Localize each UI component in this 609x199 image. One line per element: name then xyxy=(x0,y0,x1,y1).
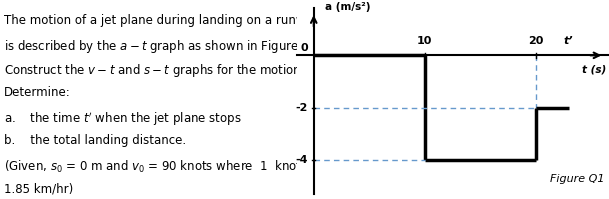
Text: -2: -2 xyxy=(296,103,308,113)
Text: a.    the time $t'$ when the jet plane stops: a. the time $t'$ when the jet plane stop… xyxy=(4,110,242,128)
Text: b.    the total landing distance.: b. the total landing distance. xyxy=(4,135,186,147)
Text: Construct the $v-t$ and $s-t$ graphs for the motion.: Construct the $v-t$ and $s-t$ graphs for… xyxy=(4,62,305,79)
Text: 0: 0 xyxy=(301,43,308,53)
Text: t (s): t (s) xyxy=(582,64,607,74)
Text: 20: 20 xyxy=(528,36,543,46)
Text: The motion of a jet plane during landing on a runway: The motion of a jet plane during landing… xyxy=(4,14,320,27)
Text: 10: 10 xyxy=(417,36,432,46)
Text: (Given, $s_0$ = 0 m and $v_0$ = 90 knots where  1  knot =: (Given, $s_0$ = 0 m and $v_0$ = 90 knots… xyxy=(4,159,315,175)
Text: is described by the $a-t$ graph as shown in Figure Q1.: is described by the $a-t$ graph as shown… xyxy=(4,38,323,55)
Text: t’: t’ xyxy=(564,36,574,46)
Text: -4: -4 xyxy=(296,155,308,165)
Text: 1.85 km/hr): 1.85 km/hr) xyxy=(4,183,74,196)
Text: Figure Q1: Figure Q1 xyxy=(550,174,604,184)
Text: a (m/s²): a (m/s²) xyxy=(325,2,370,12)
Text: Determine:: Determine: xyxy=(4,86,71,99)
